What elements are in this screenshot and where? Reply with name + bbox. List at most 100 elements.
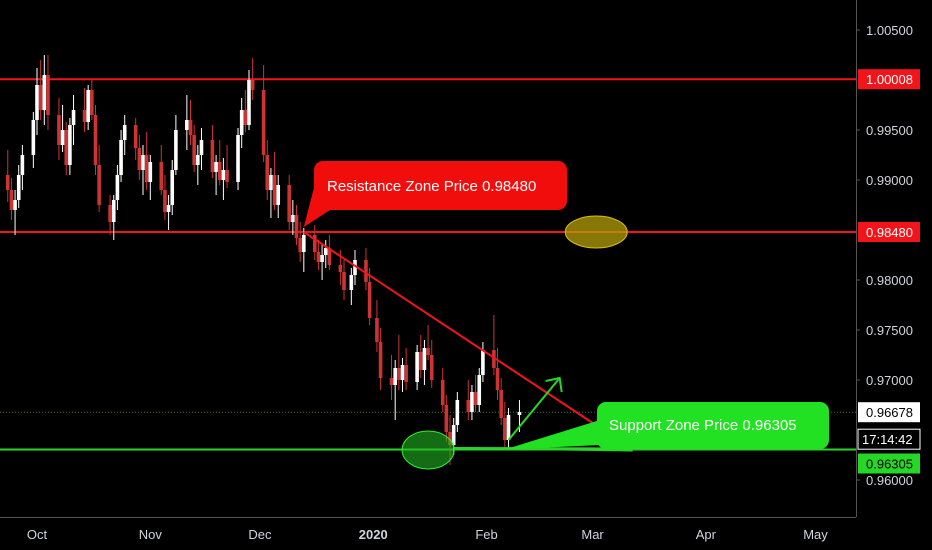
candle-body [473,392,478,405]
candle-body [440,380,445,405]
candle-body [287,185,291,222]
candle-body [90,90,94,115]
candle-body [316,252,321,262]
candle-body [35,85,39,120]
price-tick-label: 0.97000 [866,373,913,388]
time-tick-label: Feb [475,527,497,542]
candle-body [349,275,354,290]
countdown-text: 17:14:42 [862,432,913,447]
candle-body [320,255,324,262]
candle-body [397,368,401,380]
candle-body [426,348,430,355]
projection-arrow [507,377,561,441]
candle-body [71,110,76,125]
support-highlight-ellipse [401,430,455,470]
candle-body [367,282,372,318]
support-callout-box [597,402,829,449]
time-tick-label: Nov [139,527,163,542]
candle-body [31,120,36,155]
candle-body [418,352,423,370]
candle-body [221,170,226,180]
candle-body [276,185,281,205]
candle-body [338,265,343,272]
support-callout-pointer [504,420,600,450]
candle-body [144,155,149,182]
candle-body [210,140,215,172]
candle-body [415,352,419,382]
candle-body [159,162,164,190]
level-tag-100008-text: 1.00008 [866,72,913,87]
candle-body [133,125,138,148]
candle-body [353,260,357,275]
candle-body [60,130,65,145]
candle-body [9,190,14,210]
candle-body [404,365,408,382]
candle-body [174,130,178,170]
level-tag-98480-text: 0.98480 [866,225,913,240]
candle-body [137,148,142,170]
price-tick-label: 0.99500 [866,123,913,138]
candle-body [192,135,196,165]
candle-body [68,125,72,165]
candle-body [236,135,240,182]
candle-body [389,378,394,385]
candle-body [302,235,306,252]
candle-body [466,400,471,412]
candle-body [503,418,507,440]
level-tag-98480-box [858,222,920,242]
candle-body [199,140,204,155]
candle-body [269,175,273,190]
time-tick-label: Dec [248,527,272,542]
support-callout-text: Support Zone Price 0.96305 [609,417,797,434]
candle-body [327,248,332,265]
candle-body [298,238,302,252]
candle-body [400,365,405,380]
level-tag-100008-box [858,69,920,90]
candle-body [393,368,397,385]
time-tick-label: 2020 [359,527,388,542]
candle-body [163,190,167,212]
candle-body [429,355,434,380]
candle-body [375,318,379,342]
candle-body [185,120,189,130]
candle-body [247,80,251,125]
time-tick-label: Apr [696,527,717,542]
candle-body [188,120,193,135]
candle-body [448,432,452,445]
price-tick-label: 0.99000 [866,173,913,188]
candle-body [250,80,255,90]
candle-body [13,200,17,210]
candle-body [115,175,120,200]
candle-body [517,412,522,415]
candle-body [323,248,328,255]
candle-body [243,110,248,125]
price-tick-label: 1.00500 [866,23,913,38]
candle-body [97,165,101,205]
candle-body [239,110,244,135]
price-tick-label: 0.96000 [866,473,913,488]
candle-body [38,85,43,110]
candle-body [272,175,277,205]
time-tick-label: May [803,527,828,542]
candle-body [492,350,496,368]
candle-body [291,215,295,222]
candle-body [495,368,500,390]
candle-body [57,115,61,145]
candle-body [86,90,90,122]
candle-body [451,425,456,445]
candle-body [64,130,69,165]
candle-body [82,110,87,122]
candle-body [312,235,317,252]
candle-body [196,155,200,165]
level-tag-96305-box [858,453,920,474]
resistance-callout-box [314,161,567,210]
candle-body [342,272,346,290]
candle-body [294,215,299,238]
candle-body [225,170,229,182]
candle-body [108,205,112,222]
candle-body [122,125,127,140]
candle-body [422,348,427,370]
candle-body [217,162,222,180]
projection-arrow-head [545,376,563,393]
